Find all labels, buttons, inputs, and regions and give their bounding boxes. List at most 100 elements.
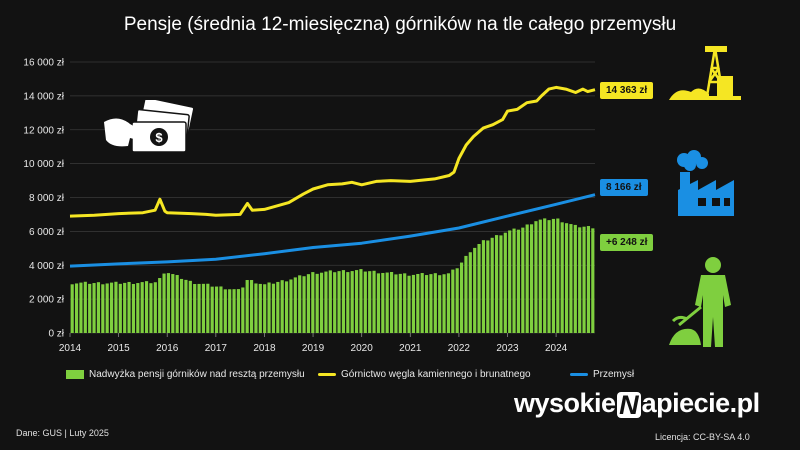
mine-headframe-icon <box>669 46 741 100</box>
surplus-bar <box>398 273 402 333</box>
surplus-bar <box>201 283 206 333</box>
surplus-bar <box>350 271 354 333</box>
y-tick-label: 4 000 zł <box>29 261 65 272</box>
industry-last-value-label: 8 166 zł <box>600 179 648 196</box>
y-tick-label: 14 000 zł <box>23 91 64 102</box>
surplus-bar <box>210 286 214 333</box>
surplus-bar <box>424 275 429 333</box>
surplus-bar <box>324 271 328 333</box>
surplus-bar <box>228 289 232 333</box>
svg-text:$: $ <box>155 130 163 145</box>
surplus-bar <box>114 281 118 333</box>
surplus-bar <box>381 272 385 333</box>
surplus-bar <box>162 273 166 333</box>
surplus-bar <box>490 237 494 333</box>
legend-item-bars: Nadwyżka pensji górników nad resztą prze… <box>66 369 305 380</box>
brand-text-before: wysokie <box>514 388 616 418</box>
surplus-bar <box>83 281 87 333</box>
surplus-bar <box>385 272 389 333</box>
x-tick-label: 2019 <box>302 343 325 354</box>
surplus-bar <box>214 286 219 333</box>
legend-swatch-mining <box>318 373 336 376</box>
surplus-bar <box>193 284 197 333</box>
surplus-bar <box>88 283 92 333</box>
chart-title: Pensje (średnia 12-miesięczna) górników … <box>123 14 677 35</box>
surplus-bar <box>477 243 481 333</box>
surplus-bar <box>254 283 258 333</box>
surplus-bar <box>516 229 521 333</box>
surplus-bar <box>127 281 131 333</box>
factory-icon <box>677 150 734 216</box>
surplus-bar <box>267 282 271 333</box>
surplus-bar <box>328 270 332 333</box>
surplus-bar <box>547 220 551 333</box>
surplus-bar <box>407 275 411 333</box>
surplus-bar <box>494 235 499 333</box>
surplus-bar <box>372 270 376 333</box>
surplus-bar <box>70 284 74 333</box>
x-tick-label: 2024 <box>545 343 568 354</box>
surplus-bar <box>455 268 459 333</box>
surplus-bar <box>556 218 560 333</box>
surplus-bar <box>223 289 227 333</box>
surplus-bar <box>534 221 538 333</box>
x-tick-label: 2017 <box>205 343 228 354</box>
surplus-bar <box>569 224 573 333</box>
surplus-bar <box>197 283 201 333</box>
surplus-bar <box>179 278 184 333</box>
surplus-bar <box>525 224 529 333</box>
surplus-bar <box>315 273 319 333</box>
surplus-bar <box>280 280 284 333</box>
surplus-bar <box>293 277 297 333</box>
surplus-bar <box>486 240 490 333</box>
y-tick-label: 0 zł <box>48 329 64 340</box>
surplus-bar <box>118 283 122 333</box>
x-tick-label: 2023 <box>496 343 519 354</box>
surplus-bar <box>359 269 363 333</box>
x-tick-label: 2014 <box>59 343 82 354</box>
surplus-bar <box>245 280 249 333</box>
surplus-bar <box>105 283 109 333</box>
difference-last-value-label: +6 248 zł <box>600 234 654 251</box>
y-tick-label: 12 000 zł <box>23 125 64 136</box>
y-tick-label: 10 000 zł <box>23 159 64 170</box>
surplus-bar <box>337 271 341 333</box>
surplus-bar <box>389 271 394 333</box>
surplus-bar <box>560 222 564 333</box>
x-tick-label: 2022 <box>448 343 471 354</box>
surplus-bar <box>543 218 547 333</box>
surplus-bar <box>346 272 350 333</box>
surplus-bar <box>341 270 346 333</box>
surplus-bar <box>503 232 507 333</box>
surplus-bar <box>446 273 451 333</box>
x-tick-label: 2015 <box>107 343 130 354</box>
surplus-bar <box>263 284 267 333</box>
surplus-bar <box>258 283 262 333</box>
legend-item-industry: Przemysł <box>570 369 634 380</box>
surplus-bar <box>302 276 306 333</box>
surplus-bar <box>464 255 468 333</box>
surplus-bar <box>499 235 503 333</box>
x-tick-label: 2020 <box>351 343 374 354</box>
surplus-bar <box>166 273 171 333</box>
surplus-bar <box>306 274 311 333</box>
surplus-bar <box>144 281 149 333</box>
legend-swatch-bars <box>66 370 84 379</box>
surplus-bar <box>368 271 372 333</box>
surplus-bar <box>442 274 446 333</box>
surplus-bar <box>109 282 114 333</box>
surplus-bar <box>149 283 153 333</box>
surplus-bar <box>451 269 455 333</box>
surplus-bar <box>481 240 486 333</box>
surplus-bar <box>551 218 556 333</box>
chart-legend: Nadwyżka pensji górników nad resztą prze… <box>0 369 800 383</box>
surplus-bar <box>123 282 127 333</box>
surplus-bar <box>311 272 315 333</box>
hand-money-icon: $ <box>104 100 195 153</box>
surplus-bar <box>171 274 175 333</box>
surplus-bar <box>131 283 136 333</box>
license-footer: Licencja: CC-BY-SA 4.0 <box>655 432 750 442</box>
surplus-bar <box>473 247 477 333</box>
